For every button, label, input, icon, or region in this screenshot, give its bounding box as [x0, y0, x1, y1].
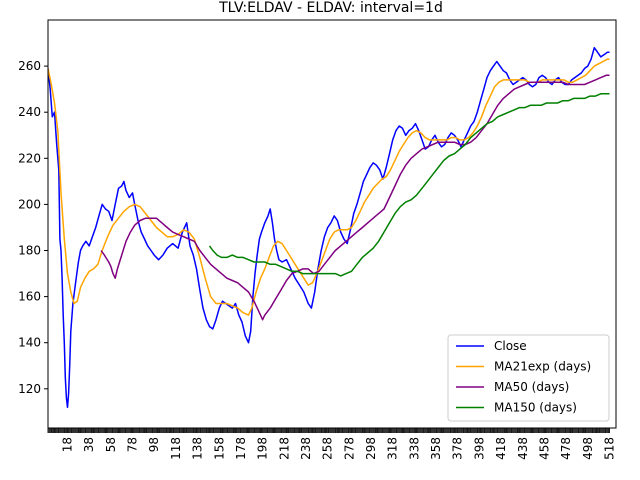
x-tick-label: 478 — [559, 437, 573, 460]
x-tick-label: 438 — [516, 437, 530, 460]
y-tick-label: 220 — [18, 151, 41, 165]
legend-label-ma50-days: MA50 (days) — [494, 380, 569, 394]
x-tick-label: 98 — [147, 437, 161, 452]
x-tick-label: 78 — [126, 437, 140, 452]
series-line-ma150-days — [208, 93, 610, 277]
x-tick-label: 258 — [321, 437, 335, 460]
series-line-ma21exp-days — [48, 58, 610, 316]
legend: Close MA21exp (days) MA50 (days) MA150 (day… — [447, 334, 610, 422]
series-line-close — [48, 46, 610, 409]
x-tick-label: 458 — [537, 437, 551, 460]
x-tick-label: 358 — [429, 437, 443, 460]
x-tick-label: 198 — [256, 437, 270, 460]
x-tick-label: 298 — [364, 437, 378, 460]
y-tick-label: 140 — [18, 336, 41, 350]
x-tick-label: 218 — [277, 437, 291, 460]
x-tick-label: 58 — [104, 437, 118, 452]
x-tick-label: 378 — [451, 437, 465, 460]
x-tick-label: 498 — [581, 437, 595, 460]
legend-box — [447, 334, 610, 422]
x-tick-label: 158 — [212, 437, 226, 460]
legend-label-ma150-days: MA150 (days) — [494, 401, 577, 415]
x-tick-label: 518 — [602, 437, 616, 460]
y-tick-label: 200 — [18, 197, 41, 211]
x-tick-label: 398 — [472, 437, 486, 460]
legend-label-ma21exp-days: MA21exp (days) — [494, 360, 591, 374]
y-tick-label: 120 — [18, 382, 41, 396]
chart-title: TLV:ELDAV - ELDAV: interval=1d — [218, 0, 443, 16]
y-tick-label: 180 — [18, 244, 41, 258]
x-tick-label: 318 — [386, 437, 400, 460]
series-line-ma50-days — [100, 74, 610, 321]
x-tick-label: 118 — [169, 437, 183, 460]
x-tick-label: 338 — [407, 437, 421, 460]
y-tick-label: 240 — [18, 105, 41, 119]
x-tick-band — [47, 428, 610, 433]
x-tick-label: 178 — [234, 437, 248, 460]
x-tick-label: 38 — [82, 437, 96, 452]
legend-label-close: Close — [494, 339, 527, 353]
x-tick-label: 138 — [191, 437, 205, 460]
y-tick-label: 260 — [18, 59, 41, 73]
x-tick-label: 278 — [342, 437, 356, 460]
x-tick-label: 18 — [61, 437, 75, 452]
x-tick-label: 238 — [299, 437, 313, 460]
y-tick-label: 160 — [18, 290, 41, 304]
x-tick-label: 418 — [494, 437, 508, 460]
